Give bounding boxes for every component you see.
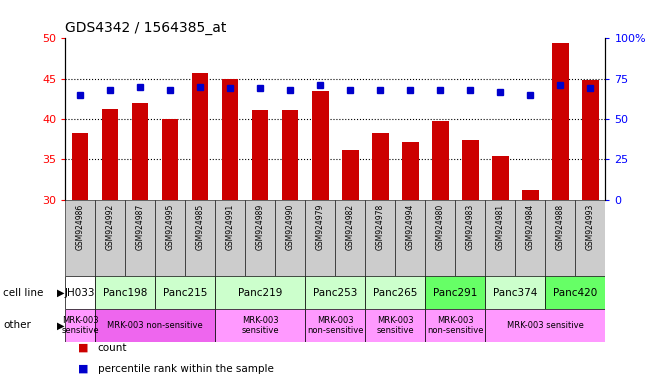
Bar xyxy=(575,200,605,276)
Text: GSM924995: GSM924995 xyxy=(165,204,174,250)
Text: GSM924987: GSM924987 xyxy=(135,204,145,250)
Text: GSM924981: GSM924981 xyxy=(496,204,505,250)
Bar xyxy=(252,110,268,200)
Bar xyxy=(215,200,245,276)
Bar xyxy=(425,200,455,276)
Text: percentile rank within the sample: percentile rank within the sample xyxy=(98,364,273,374)
Bar xyxy=(132,103,148,200)
Text: Panc198: Panc198 xyxy=(103,288,147,298)
Text: GSM924994: GSM924994 xyxy=(406,204,415,250)
Text: GSM924990: GSM924990 xyxy=(286,204,295,250)
Text: Panc265: Panc265 xyxy=(373,288,417,298)
Text: count: count xyxy=(98,343,127,353)
Text: MRK-003
sensitive: MRK-003 sensitive xyxy=(376,316,414,335)
Bar xyxy=(215,309,305,342)
Bar xyxy=(486,276,546,309)
Bar xyxy=(305,200,335,276)
Text: GSM924986: GSM924986 xyxy=(76,204,85,250)
Bar xyxy=(305,276,365,309)
Bar xyxy=(305,309,365,342)
Text: Panc219: Panc219 xyxy=(238,288,283,298)
Bar xyxy=(372,133,389,200)
Bar xyxy=(365,200,395,276)
Bar xyxy=(486,200,516,276)
Bar xyxy=(552,43,569,200)
Text: MRK-003
sensitive: MRK-003 sensitive xyxy=(61,316,99,335)
Text: MRK-003 non-sensitive: MRK-003 non-sensitive xyxy=(107,321,203,330)
Text: ■: ■ xyxy=(78,343,89,353)
Bar xyxy=(395,200,425,276)
Text: GSM924991: GSM924991 xyxy=(226,204,235,250)
Text: ▶: ▶ xyxy=(57,320,65,331)
Text: GSM924982: GSM924982 xyxy=(346,204,355,250)
Bar xyxy=(546,276,605,309)
Bar xyxy=(155,276,215,309)
Bar xyxy=(95,200,125,276)
Text: JH033: JH033 xyxy=(65,288,95,298)
Text: Panc374: Panc374 xyxy=(493,288,538,298)
Bar xyxy=(312,91,329,200)
Bar xyxy=(65,200,95,276)
Text: Panc253: Panc253 xyxy=(313,288,357,298)
Bar xyxy=(365,309,425,342)
Bar xyxy=(72,133,89,200)
Bar xyxy=(335,200,365,276)
Bar xyxy=(492,156,508,200)
Bar xyxy=(65,276,95,309)
Text: GSM924979: GSM924979 xyxy=(316,204,325,250)
Bar xyxy=(245,200,275,276)
Text: GSM924992: GSM924992 xyxy=(105,204,115,250)
Bar xyxy=(516,200,546,276)
Bar xyxy=(282,110,299,200)
Text: ▶: ▶ xyxy=(57,288,65,298)
Text: MRK-003 sensitive: MRK-003 sensitive xyxy=(507,321,584,330)
Text: GSM924993: GSM924993 xyxy=(586,204,595,250)
Bar xyxy=(215,276,305,309)
Bar xyxy=(192,73,208,200)
Text: GSM924980: GSM924980 xyxy=(436,204,445,250)
Bar xyxy=(185,200,215,276)
Text: Panc420: Panc420 xyxy=(553,288,598,298)
Text: GSM924978: GSM924978 xyxy=(376,204,385,250)
Text: GSM924983: GSM924983 xyxy=(466,204,475,250)
Bar xyxy=(102,109,118,200)
Text: MRK-003
sensitive: MRK-003 sensitive xyxy=(242,316,279,335)
Bar xyxy=(432,121,449,200)
Text: GSM924984: GSM924984 xyxy=(526,204,535,250)
Bar xyxy=(125,200,155,276)
Bar xyxy=(365,276,425,309)
Text: GDS4342 / 1564385_at: GDS4342 / 1564385_at xyxy=(65,21,227,35)
Bar xyxy=(162,119,178,200)
Bar xyxy=(222,79,238,200)
Text: cell line: cell line xyxy=(3,288,44,298)
Bar xyxy=(65,309,95,342)
Bar xyxy=(425,276,486,309)
Text: GSM924989: GSM924989 xyxy=(256,204,265,250)
Bar xyxy=(522,190,538,200)
Text: other: other xyxy=(3,320,31,331)
Bar xyxy=(95,309,215,342)
Text: MRK-003
non-sensitive: MRK-003 non-sensitive xyxy=(427,316,484,335)
Bar xyxy=(425,309,486,342)
Text: GSM924985: GSM924985 xyxy=(196,204,204,250)
Text: MRK-003
non-sensitive: MRK-003 non-sensitive xyxy=(307,316,363,335)
Bar xyxy=(462,140,478,200)
Bar xyxy=(402,142,419,200)
Text: ■: ■ xyxy=(78,364,89,374)
Bar xyxy=(486,309,605,342)
Bar xyxy=(342,150,359,200)
Bar xyxy=(155,200,185,276)
Bar xyxy=(582,79,599,200)
Text: GSM924988: GSM924988 xyxy=(556,204,565,250)
Bar xyxy=(455,200,486,276)
Text: Panc291: Panc291 xyxy=(433,288,478,298)
Text: Panc215: Panc215 xyxy=(163,288,208,298)
Bar xyxy=(275,200,305,276)
Bar xyxy=(546,200,575,276)
Bar xyxy=(95,276,155,309)
